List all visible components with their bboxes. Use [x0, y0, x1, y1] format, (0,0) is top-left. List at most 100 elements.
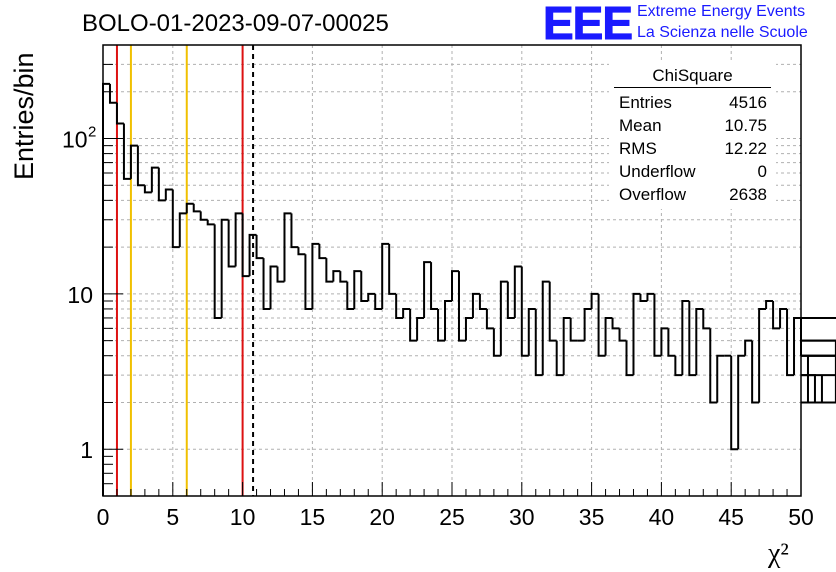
histogram-bin [562, 316, 571, 376]
histogram-bin [590, 292, 599, 309]
histogram-bin [283, 212, 292, 282]
histogram-bin [758, 307, 767, 403]
stats-value: 0 [757, 162, 767, 181]
histogram-bin [437, 308, 446, 342]
histogram-bin [325, 258, 334, 283]
histogram-bin [262, 258, 271, 310]
histogram-bin [416, 316, 425, 341]
x-axis-label: χ² [767, 538, 789, 569]
stats-value: 2638 [729, 185, 767, 204]
histogram-bin [583, 307, 592, 341]
histogram-bin [801, 354, 836, 357]
histogram-bin [311, 242, 320, 309]
y-tick-exponent: 2 [88, 124, 96, 141]
stats-value: 12.22 [724, 139, 767, 158]
y-axis-label: Entries/bin [9, 52, 39, 180]
histogram-bin [304, 254, 313, 310]
histogram-bin [702, 308, 711, 330]
x-tick-label: 45 [718, 504, 744, 530]
histogram-bin [801, 375, 823, 404]
histogram-bin [520, 266, 529, 357]
x-tick-label: 15 [300, 504, 326, 530]
histogram-bin [178, 212, 187, 248]
histogram-bin [801, 339, 836, 403]
histogram-bin [402, 307, 411, 318]
histogram-bin [122, 123, 131, 180]
histogram-bin [786, 308, 795, 377]
x-tick-label: 35 [579, 504, 605, 530]
histogram-bin [534, 308, 543, 377]
x-tick-label: 40 [649, 504, 675, 530]
histogram-bin [255, 234, 264, 260]
histogram-bin [248, 233, 257, 277]
histogram-bin [185, 202, 194, 214]
histogram-bin [801, 401, 836, 404]
histogram-bin [801, 374, 836, 377]
histogram-bin [220, 218, 229, 318]
histogram-bin [779, 307, 788, 329]
histogram-bin [793, 316, 801, 376]
y-tick-label: 10 [62, 127, 88, 153]
histogram-bin [667, 328, 676, 357]
histogram-bin [674, 355, 683, 377]
x-tick-label: 20 [369, 504, 395, 530]
histogram-bin [499, 280, 508, 356]
logo-tagline-2: La Scienza nelle Scuole [637, 24, 808, 41]
reference-lines [115, 45, 255, 496]
histogram-bin [471, 292, 480, 318]
eee-logo: EEE [542, 0, 633, 49]
histogram-bin [618, 328, 627, 342]
histogram-bin [625, 340, 634, 377]
histogram-bin [409, 308, 418, 342]
histogram-bin [234, 212, 243, 267]
histogram-bin [115, 102, 124, 125]
histogram-bin [751, 340, 760, 404]
stats-key: Underflow [619, 162, 696, 181]
histogram-bin [430, 262, 439, 310]
histogram-bin [639, 293, 648, 302]
stats-key: RMS [619, 139, 657, 158]
x-tick-label: 30 [509, 504, 535, 530]
histogram-bin [801, 355, 809, 404]
histogram-bin [548, 281, 557, 342]
histogram-bin [332, 270, 341, 282]
stats-key: Mean [619, 116, 662, 135]
histogram-bin [451, 270, 459, 301]
histogram-bin [353, 270, 362, 309]
histogram-bin [143, 185, 152, 194]
histogram-bin [801, 316, 836, 319]
histogram-bin [709, 328, 718, 404]
histogram-bin [297, 247, 306, 256]
histogram-bin [388, 243, 397, 295]
histogram-bin [737, 354, 746, 450]
histogram-bin [290, 213, 299, 249]
histogram-bin [716, 354, 725, 403]
histogram-bin [604, 316, 613, 356]
histogram-bin [318, 243, 327, 260]
stats-value: 4516 [729, 93, 767, 112]
histogram-bin [164, 188, 173, 201]
histogram-bin [801, 339, 836, 342]
histogram-bin [206, 219, 215, 226]
histogram-bin [423, 261, 432, 318]
histogram-bin [381, 242, 390, 309]
x-tick-label: 50 [788, 504, 814, 530]
histogram-bin [129, 144, 138, 179]
histogram-bin [346, 281, 355, 310]
histogram-bin [688, 300, 697, 377]
histogram-bin [171, 189, 180, 249]
histogram-bin [444, 299, 452, 341]
stats-box: ChiSquare Entries 4516 Mean 10.75 RMS 12.22… [609, 63, 776, 209]
histogram-bin [646, 292, 655, 301]
histogram-bin [136, 145, 145, 187]
stats-value: 10.75 [724, 116, 767, 135]
histogram-bin [457, 271, 466, 342]
histogram-bin [374, 293, 383, 310]
histogram-bin [276, 266, 285, 283]
histogram-bin [569, 317, 578, 342]
logo-tagline-1: Extreme Energy Events [637, 3, 806, 20]
x-tick-label: 10 [230, 504, 256, 530]
x-tick-label: 5 [166, 504, 179, 530]
